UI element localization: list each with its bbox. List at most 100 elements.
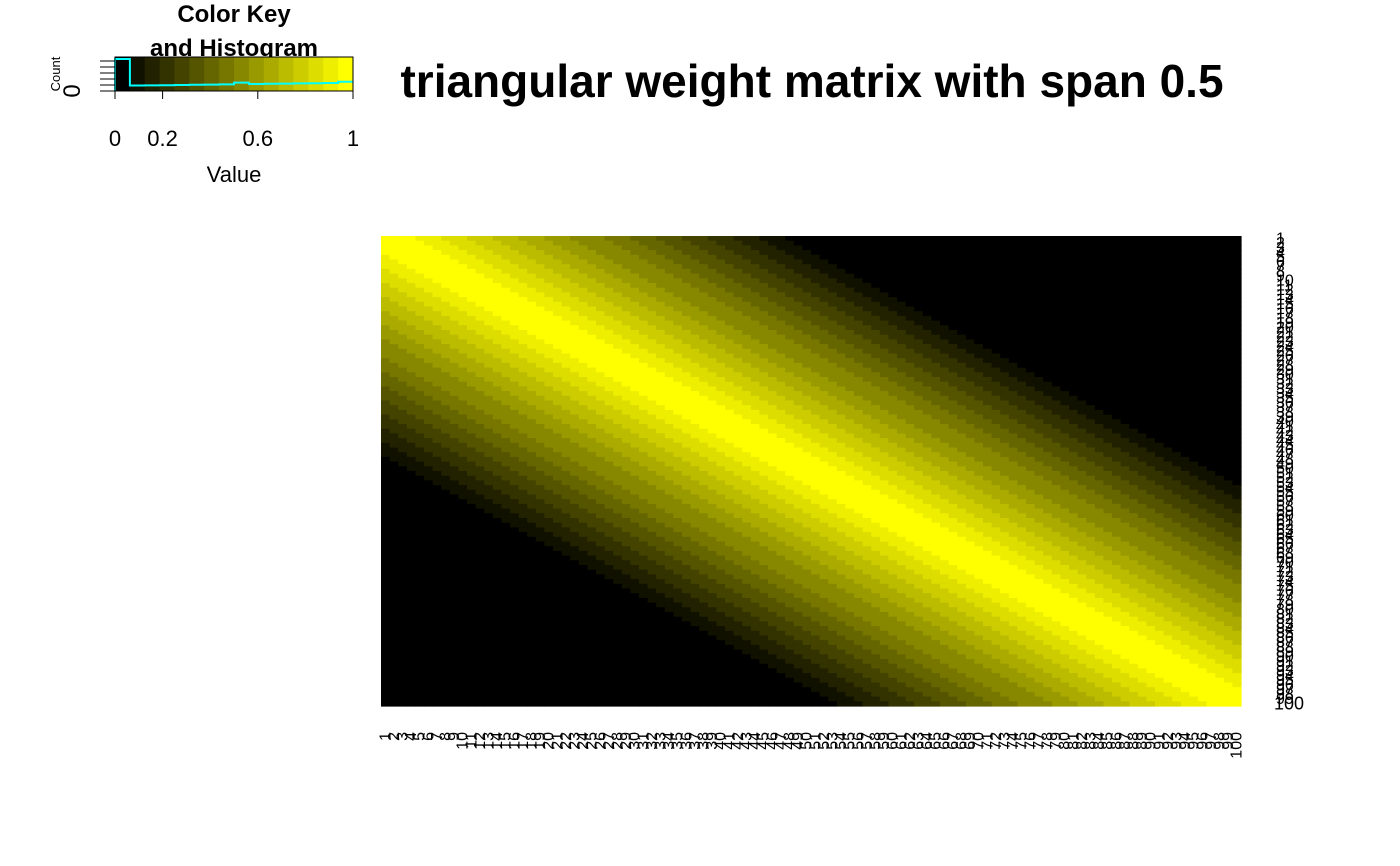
heatmap-cell — [449, 297, 459, 303]
heatmap-cell — [1103, 339, 1113, 345]
heatmap-cell — [716, 292, 726, 298]
heatmap-cell — [613, 438, 623, 444]
heatmap-cell — [1198, 372, 1208, 378]
heatmap-cell — [578, 264, 588, 270]
heatmap-cell — [406, 452, 416, 458]
heatmap-cell — [1043, 297, 1053, 303]
heatmap-cell — [475, 381, 485, 387]
heatmap-cell — [707, 433, 717, 439]
heatmap-cell — [1163, 377, 1173, 383]
heatmap-cell — [845, 254, 855, 261]
heatmap-cell — [871, 447, 881, 453]
heatmap-cell — [510, 377, 520, 383]
heatmap-cell — [1112, 297, 1122, 303]
color-key-bin — [129, 57, 146, 91]
heatmap-cell — [1017, 344, 1027, 350]
heatmap-cell — [415, 330, 425, 336]
heatmap-cell — [467, 461, 477, 467]
heatmap-cell — [879, 301, 889, 308]
heatmap-cell — [862, 395, 872, 402]
heatmap-cell — [1103, 362, 1113, 369]
heatmap-cell — [475, 273, 485, 279]
heatmap-cell — [725, 461, 735, 467]
heatmap-cell — [1060, 405, 1070, 411]
heatmap-cell — [518, 283, 528, 289]
heatmap-cell — [1008, 452, 1018, 458]
heatmap-cell — [406, 433, 416, 439]
heatmap-cell — [510, 311, 520, 317]
heatmap-cell — [879, 339, 889, 345]
heatmap-cell — [854, 236, 864, 242]
heatmap-cell — [501, 273, 511, 279]
heatmap-cell — [664, 348, 674, 355]
heatmap-cell — [1094, 372, 1104, 378]
heatmap-cell — [871, 273, 881, 279]
heatmap-cell — [965, 362, 975, 369]
heatmap-cell — [948, 259, 958, 265]
heatmap-cell — [811, 438, 821, 444]
heatmap-cell — [983, 405, 993, 411]
heatmap-cell — [974, 428, 984, 434]
heatmap-cell — [1172, 348, 1182, 355]
heatmap-cell — [983, 348, 993, 355]
heatmap-cell — [1172, 306, 1182, 312]
heatmap-cell — [897, 283, 907, 289]
heatmap-cell — [1223, 400, 1233, 406]
heatmap-cell — [879, 428, 889, 434]
heatmap-cell — [1198, 442, 1208, 449]
heatmap-cell — [1017, 287, 1027, 293]
heatmap-cell — [1026, 264, 1036, 270]
heatmap-cell — [415, 259, 425, 265]
heatmap-cell — [1069, 301, 1079, 308]
heatmap-cell — [406, 391, 416, 397]
heatmap-cell — [871, 433, 881, 439]
heatmap-cell — [1077, 306, 1087, 312]
heatmap-cell — [1189, 325, 1199, 331]
heatmap-cell — [1232, 461, 1242, 467]
heatmap-cell — [604, 334, 614, 340]
heatmap-cell — [862, 447, 872, 453]
heatmap-cell — [639, 264, 649, 270]
heatmap-cell — [1206, 236, 1216, 242]
heatmap-cell — [759, 452, 769, 458]
heatmap-cell — [1103, 264, 1113, 270]
heatmap-cell — [836, 283, 846, 289]
heatmap-cell — [639, 278, 649, 284]
heatmap-cell — [983, 377, 993, 383]
heatmap-cell — [432, 377, 442, 383]
heatmap-cell — [492, 236, 502, 242]
heatmap-cell — [1223, 250, 1233, 256]
heatmap-cell — [613, 339, 623, 345]
heatmap-cell — [1137, 367, 1147, 373]
heatmap-cell — [819, 358, 829, 364]
heatmap-cell — [828, 320, 838, 326]
heatmap-cell — [1146, 348, 1156, 355]
heatmap-cell — [922, 292, 932, 298]
heatmap-cell — [1069, 419, 1079, 425]
heatmap-cell — [836, 264, 846, 270]
heatmap-cell — [1223, 344, 1233, 350]
heatmap-cell — [1026, 334, 1036, 340]
heatmap-cell — [785, 278, 795, 284]
heatmap-cell — [535, 362, 545, 369]
heatmap-cell — [664, 315, 674, 322]
heatmap-cell — [544, 386, 554, 392]
heatmap-cell — [441, 240, 451, 246]
heatmap-cell — [957, 461, 967, 467]
heatmap-cell — [862, 405, 872, 411]
heatmap-cell — [1129, 240, 1139, 246]
heatmap-cell — [587, 254, 597, 261]
heatmap-cell — [957, 428, 967, 434]
heatmap-cell — [1120, 297, 1130, 303]
heatmap-cell — [802, 315, 812, 322]
heatmap-cell — [1163, 433, 1173, 439]
heatmap-cell — [656, 254, 666, 261]
heatmap-cell — [1120, 311, 1130, 317]
heatmap-cell — [690, 428, 700, 434]
heatmap-cell — [389, 409, 399, 416]
heatmap-cell — [733, 320, 743, 326]
heatmap-cell — [931, 268, 941, 275]
heatmap-cell — [1198, 301, 1208, 308]
heatmap-cell — [544, 466, 554, 472]
heatmap-cell — [905, 424, 915, 430]
